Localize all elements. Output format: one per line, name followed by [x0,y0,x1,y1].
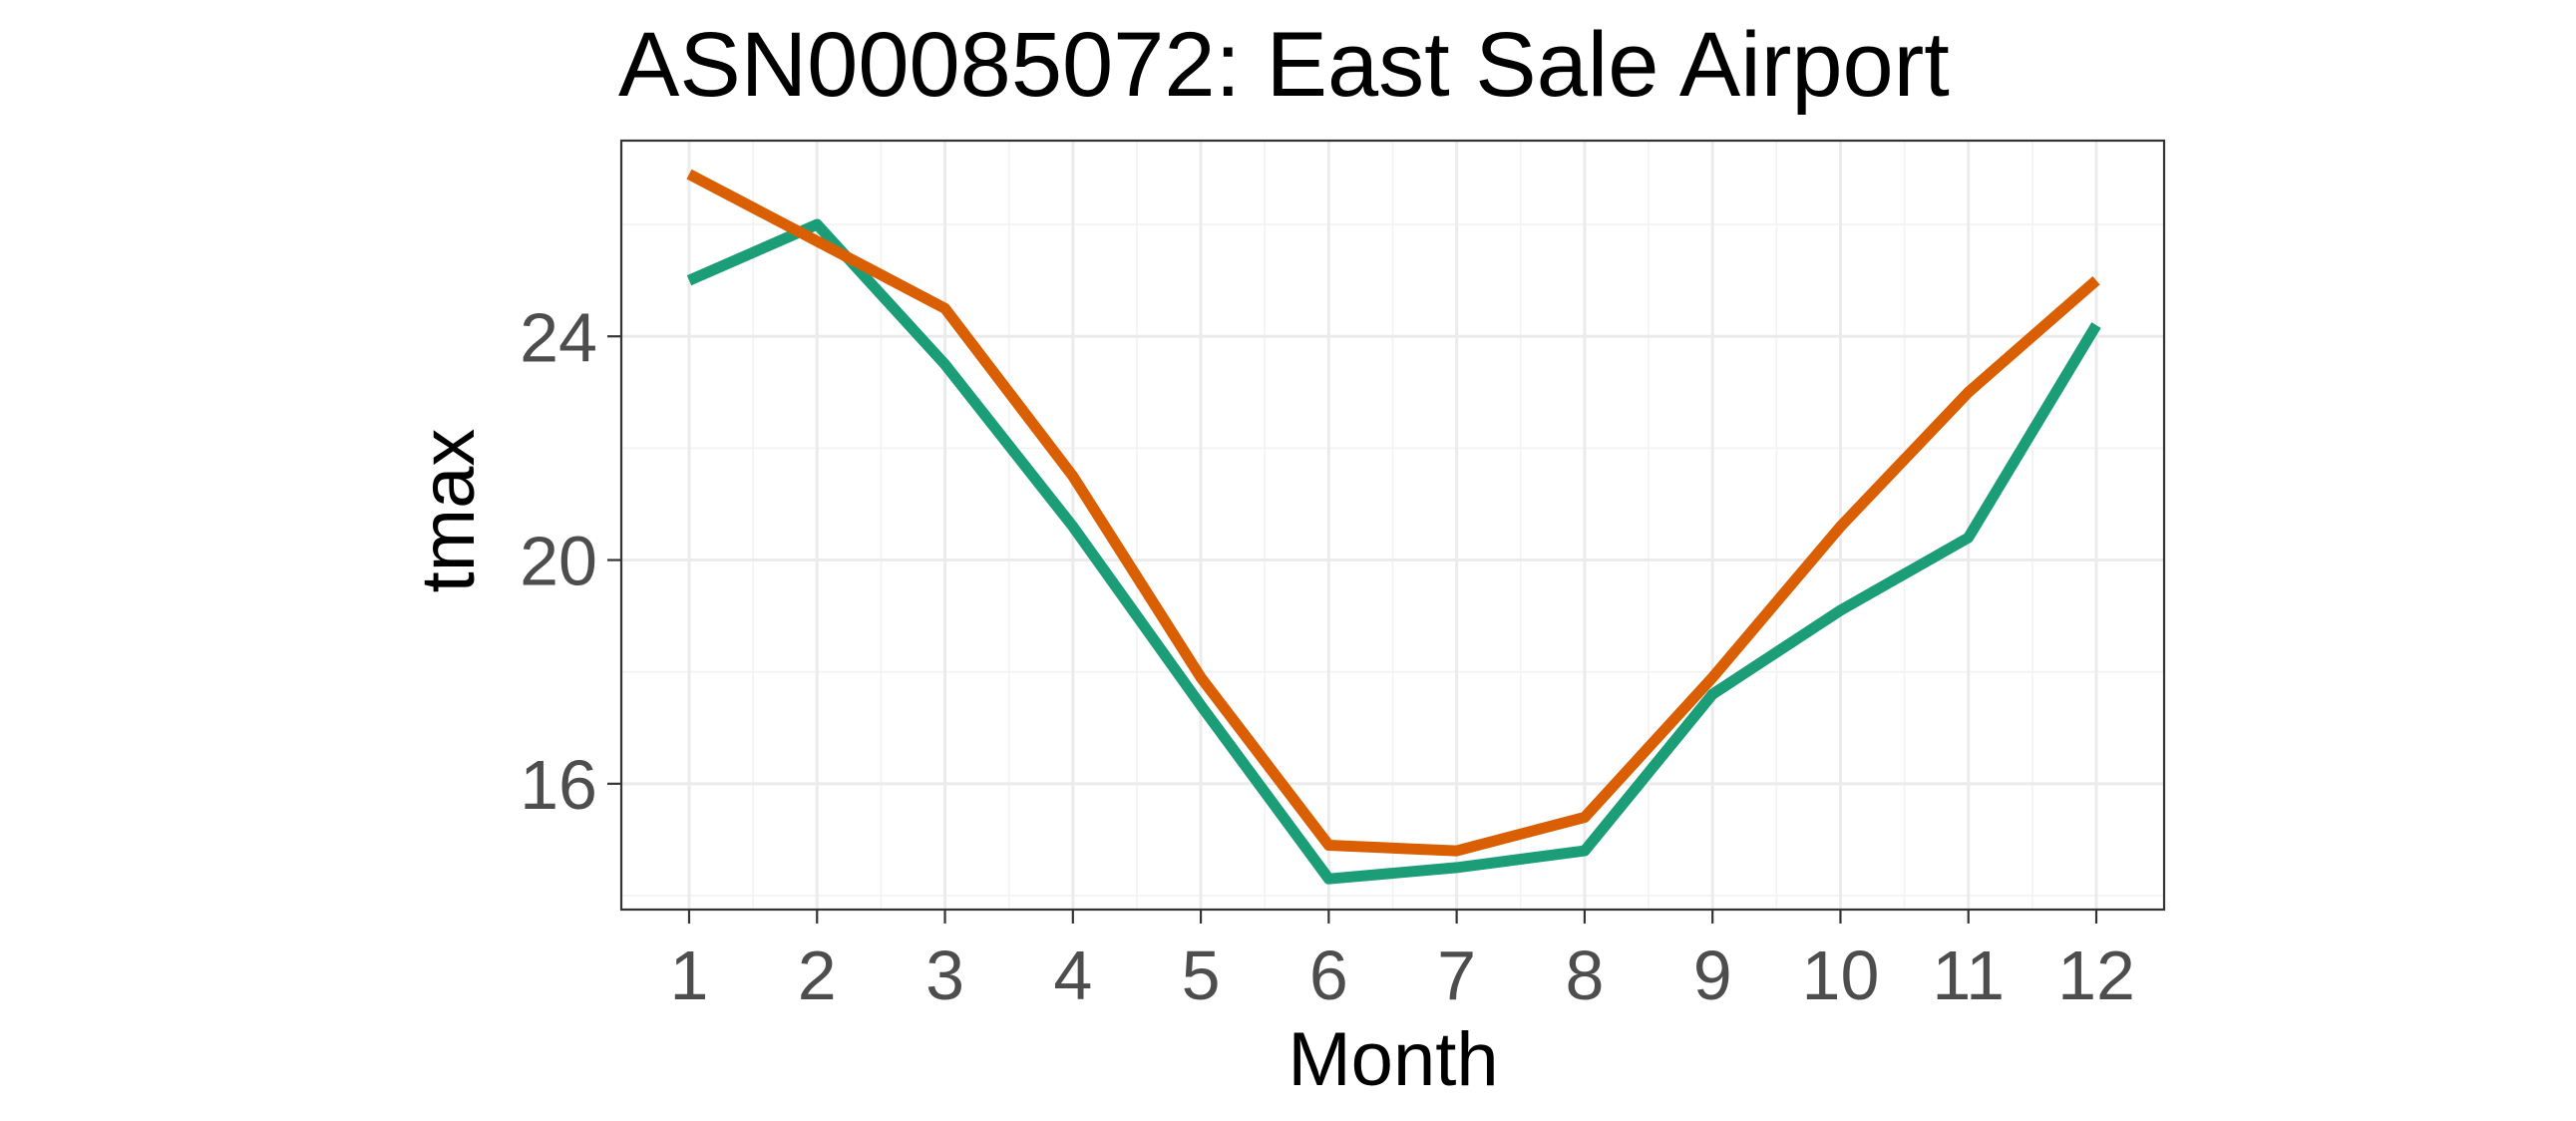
y-axis-title: tmax [406,429,491,593]
x-tick-label: 8 [1565,936,1604,1014]
x-tick-label: 9 [1693,936,1732,1014]
x-tick-label: 12 [2057,936,2135,1014]
chart-title: ASN00085072: East Sale Airport [618,14,1950,116]
x-tick-label: 1 [670,936,709,1014]
plot-panel [619,139,2166,912]
series-lines [686,169,2101,885]
x-axis: 1 2 3 4 5 6 7 8 9 10 11 12 [670,910,2135,1014]
x-tick-label: 7 [1437,936,1476,1014]
x-tick-label: 3 [925,936,964,1014]
x-tick-label: 11 [1932,936,2005,1014]
x-tick-label: 6 [1309,936,1348,1014]
x-tick-label: 5 [1182,936,1221,1014]
y-tick-label: 16 [520,746,597,824]
x-axis-title: Month [1288,1017,1498,1102]
series-line-2 [686,169,2100,857]
series-line-1 [686,218,2101,885]
y-tick-label: 24 [520,298,597,376]
x-tick-label: 2 [798,936,837,1014]
plot-border [619,139,2166,912]
minor-gridlines [621,141,2164,910]
x-tick-label: 4 [1053,936,1092,1014]
major-gridlines [621,141,2164,910]
x-tick-label: 10 [1802,936,1880,1014]
y-axis: 16 20 24 [520,298,621,824]
y-tick-label: 20 [520,523,597,600]
